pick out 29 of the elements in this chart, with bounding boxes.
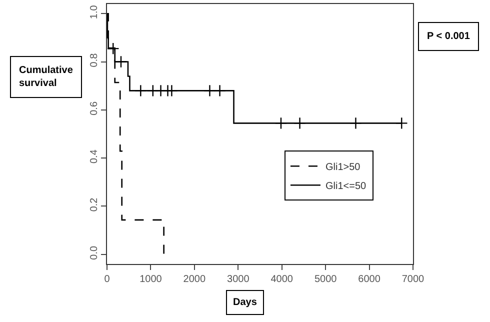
legend-label: Gli1<=50 [325,181,367,192]
legend-label: Gli1>50 [325,162,361,173]
point [350,116,362,130]
y-tick-label: 0.0 [89,245,100,260]
x-tick-label: 0 [104,274,110,285]
point [204,84,216,97]
x-tick-label: 3000 [227,274,250,285]
y-tick-label: 1.0 [89,4,100,20]
point [214,84,226,97]
x-tick-label: 5000 [314,274,338,285]
point [134,84,147,97]
point [294,116,306,130]
point [114,56,128,68]
y-tick-label: 0.8 [89,52,100,68]
x-tick-label: 6000 [358,274,381,285]
x-tick-label: 2000 [183,274,206,285]
y-tick-label: 0.4 [89,149,100,164]
y-tick-label: 0.2 [89,197,100,212]
point [395,116,408,130]
y-tick-label: 0.6 [89,101,100,116]
x-tick-label: 7000 [402,274,425,285]
point [166,84,178,97]
text: Cumulative survival [19,65,74,89]
x-axis-title: Days [233,297,258,308]
point [274,116,288,130]
x-tick-label: 1000 [140,274,162,285]
point [107,42,120,55]
x-tick-label: 4000 [270,274,294,285]
text: P < 0.001 [427,31,470,42]
